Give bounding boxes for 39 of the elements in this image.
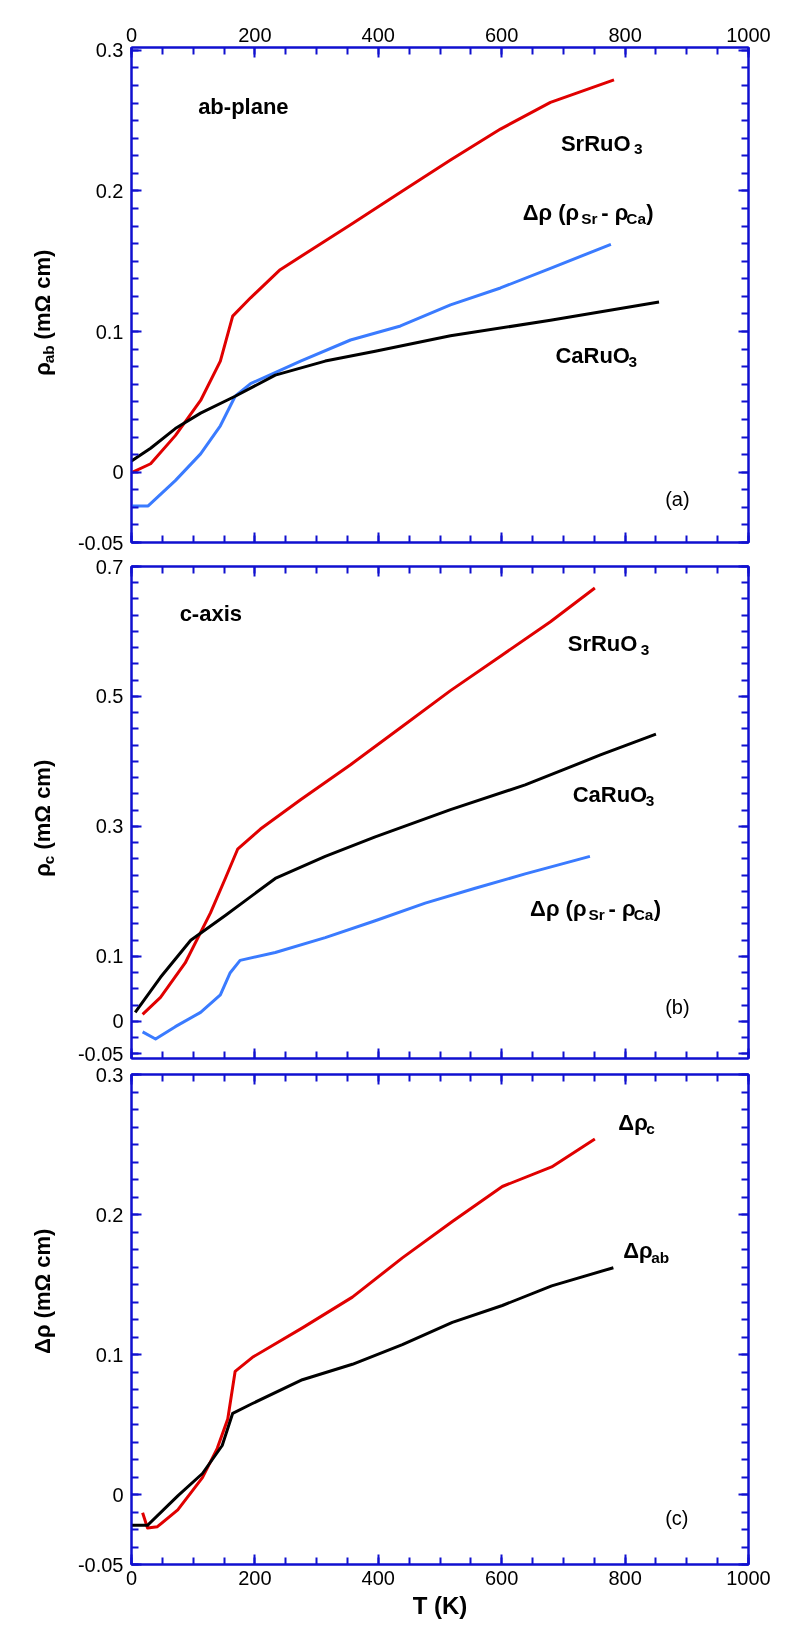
annotation: (c): [665, 1507, 689, 1530]
y-tick-label: 0.2: [95, 179, 124, 202]
line-series: [131, 1266, 615, 1527]
x-tick-label: 400: [361, 1566, 395, 1589]
x-tick-label: 1000: [726, 1566, 771, 1589]
x-tick-label: 200: [238, 1566, 272, 1589]
annotation: (b): [665, 996, 690, 1019]
y-tick-label: 0: [112, 461, 124, 484]
x2-tick-label: 800: [608, 23, 642, 46]
y-tick-label: 0.3: [95, 1063, 124, 1086]
y-tick-label: 0.3: [95, 815, 124, 838]
x-tick-label: 600: [485, 1566, 519, 1589]
y-tick-label: -0.05: [77, 1042, 124, 1065]
x-tick-label: 800: [608, 1566, 642, 1589]
y-axis-title: ρc (mΩ cm): [30, 759, 58, 877]
y-tick-label: 0: [112, 1483, 124, 1506]
x2-tick-label: 400: [361, 23, 395, 46]
x2-tick-label: 600: [485, 23, 519, 46]
y-tick-label: 0.5: [95, 685, 124, 708]
line-series: [141, 1137, 597, 1530]
y-tick-label: 0.2: [95, 1203, 124, 1226]
y-tick-label: 0.1: [95, 945, 124, 968]
annotation: (a): [665, 487, 690, 510]
y-tick-label: -0.05: [77, 531, 124, 554]
line-series: [131, 300, 661, 463]
annotation: c-axis: [179, 601, 243, 627]
y-axis-title: Δρ (mΩ cm): [30, 1228, 55, 1354]
x-axis-title: T (K): [412, 1591, 468, 1619]
annotation: ab-plane: [198, 94, 289, 120]
x2-tick-label: 1000: [726, 23, 771, 46]
y-tick-label: 0.1: [95, 320, 124, 343]
y-tick-label: -0.05: [77, 1553, 124, 1576]
y-tick-label: 0.7: [95, 555, 124, 578]
line-series: [133, 732, 658, 1014]
y-tick-label: 0.1: [95, 1343, 124, 1366]
x2-tick-label: 200: [238, 23, 272, 46]
y-axis-title: ρab (mΩ cm): [30, 249, 58, 376]
y-tick-label: 0: [112, 1010, 124, 1033]
y-tick-label: 0.3: [95, 39, 124, 62]
